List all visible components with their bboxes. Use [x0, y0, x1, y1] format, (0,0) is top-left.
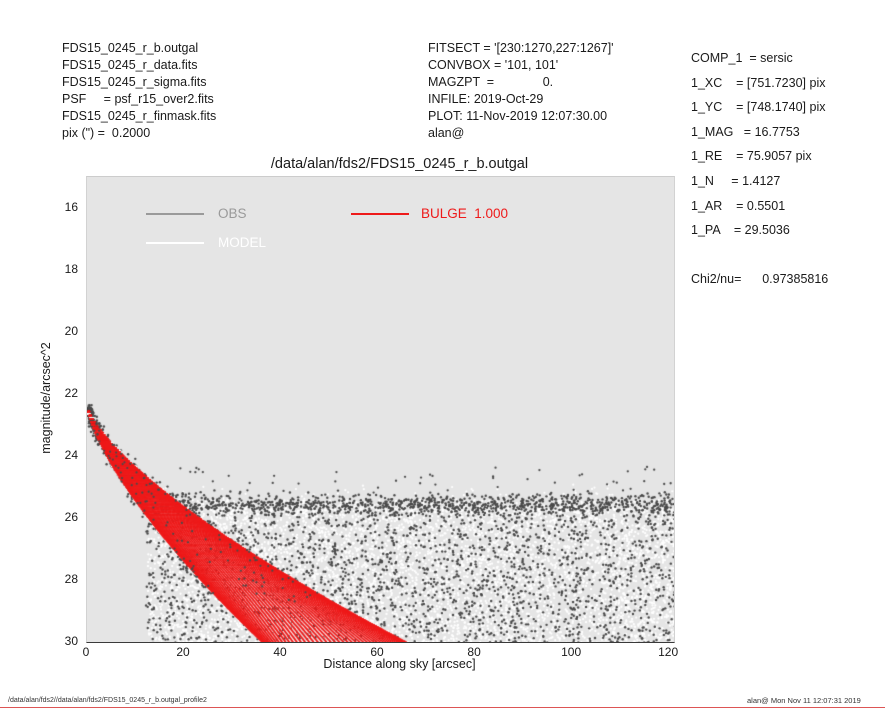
header-left-line: pix (") = 0.2000 — [62, 126, 151, 140]
x-tick-label: 100 — [561, 645, 582, 659]
header-left-line: FDS15_0245_r_sigma.fits — [62, 75, 207, 89]
header-param-line: 1_PA = 29.5036 — [691, 223, 790, 238]
header-params-block: COMP_1 = sersic 1_XC = [751.7230] pix 1_YC… — [691, 46, 825, 243]
y-tick-label: 24 — [64, 448, 78, 462]
legend-bulge-swatch — [351, 213, 409, 215]
header-middle-line: FITSECT = '[230:1270,227:1267]' — [428, 41, 614, 55]
legend-model-label: MODEL — [218, 235, 267, 250]
x-tick-label: 20 — [176, 645, 190, 659]
header-left-line: FDS15_0245_r_finmask.fits — [62, 109, 217, 123]
header-middle-line: alan@ — [428, 126, 465, 140]
x-tick-label: 0 — [82, 645, 90, 659]
legend-model-swatch — [146, 242, 204, 244]
header-left-line: PSF = psf_r15_over2.fits — [62, 92, 214, 106]
footer-path: /data/alan/fds2//data/alan/fds2/FDS15_02… — [8, 697, 207, 704]
legend-obs-label: OBS — [218, 206, 247, 221]
x-tick-label: 120 — [658, 645, 679, 659]
header-middle-block: FITSECT = '[230:1270,227:1267]' CONVBOX =… — [428, 40, 614, 142]
y-tick-label: 28 — [64, 572, 78, 586]
x-tick-label: 40 — [273, 645, 287, 659]
header-param-line: 1_YC = [748.1740] pix — [691, 100, 826, 115]
header-param-line: COMP_1 = sersic — [691, 51, 793, 65]
header-param-line: 1_AR = 0.5501 — [691, 198, 786, 213]
y-tick-label: 18 — [64, 262, 78, 276]
header-middle-line: CONVBOX = '101, 101' — [428, 58, 559, 72]
footer-timestamp: alan@ Mon Nov 11 12:07:31 2019 — [747, 696, 861, 705]
header-param-line: 1_MAG = 16.7753 — [691, 124, 800, 139]
header-param-line: 1_N = 1.4127 — [691, 173, 781, 188]
profile-plot: OBS MODEL BULGE 1.000 — [86, 176, 675, 643]
header-param-line: 1_RE = 75.9057 pix — [691, 149, 812, 164]
y-tick-label: 16 — [64, 200, 78, 214]
y-tick-label: 22 — [64, 386, 78, 400]
chi2-value: Chi2/nu= 0.97385816 — [691, 272, 829, 286]
header-left-block: FDS15_0245_r_b.outgal FDS15_0245_r_data.f… — [62, 40, 216, 142]
legend-bulge-label: BULGE 1.000 — [421, 206, 509, 221]
header-left-line: FDS15_0245_r_data.fits — [62, 58, 198, 72]
header-param-line: 1_XC = [751.7230] pix — [691, 75, 826, 90]
y-tick-label: 26 — [64, 510, 78, 524]
legend-obs-swatch — [146, 213, 204, 215]
plot-title: /data/alan/fds2/FDS15_0245_r_b.outgal — [270, 156, 529, 172]
header-middle-line: MAGZPT = 0. — [428, 75, 554, 89]
x-tick-label: 60 — [370, 645, 384, 659]
header-middle-line: INFILE: 2019-Oct-29 — [428, 92, 544, 106]
y-tick-label: 30 — [64, 634, 78, 648]
header-left-line: FDS15_0245_r_b.outgal — [62, 41, 199, 55]
header-middle-line: PLOT: 11-Nov-2019 12:07:30.00 — [428, 109, 608, 123]
y-tick-label: 20 — [64, 324, 78, 338]
scatter-plot-canvas — [87, 177, 674, 642]
x-axis-label: Distance along sky [arcsec] — [323, 657, 476, 671]
x-tick-label: 80 — [467, 645, 481, 659]
